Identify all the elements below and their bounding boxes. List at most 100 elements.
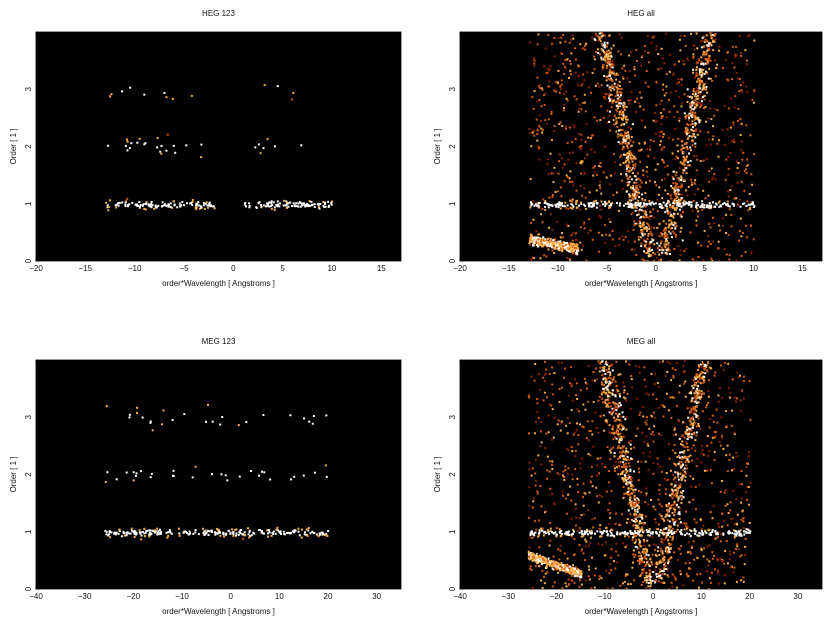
heatmap-cell <box>621 67 624 70</box>
heatmap-cell <box>553 166 556 169</box>
heatmap-cell <box>624 492 627 495</box>
heatmap-cell <box>627 163 630 166</box>
heatmap-cell <box>693 376 696 379</box>
heatmap-cell <box>642 415 645 418</box>
heatmap-cell <box>647 235 650 237</box>
heatmap-cell <box>696 158 699 161</box>
heatmap-cell <box>615 428 618 431</box>
heatmap-cell <box>689 231 692 234</box>
heatmap-cell <box>602 171 605 174</box>
heatmap-cell <box>669 260 671 261</box>
heatmap-cell <box>676 157 679 160</box>
heatmap-cell <box>730 213 733 216</box>
heatmap-cell <box>723 361 726 364</box>
heatmap-cell <box>169 531 172 534</box>
heatmap-cell <box>627 474 630 476</box>
heatmap-cell <box>710 257 713 260</box>
heatmap-cell <box>591 420 594 423</box>
heatmap-cell <box>751 203 754 206</box>
heatmap-cell <box>637 501 640 504</box>
heatmap-cell <box>673 207 676 210</box>
heatmap-cell <box>189 532 192 535</box>
heatmap-cell <box>748 193 751 195</box>
heatmap-cell <box>632 520 635 522</box>
heatmap-cell <box>537 204 540 207</box>
heatmap-cell <box>243 531 246 534</box>
heatmap-cell <box>659 135 662 137</box>
heatmap-cell <box>603 369 606 372</box>
heatmap-cell <box>560 202 563 205</box>
heatmap-cell <box>194 465 197 468</box>
heatmap-cell <box>307 529 310 532</box>
heatmap-cell <box>317 204 320 207</box>
heatmap-cell <box>575 206 578 209</box>
heatmap-cell <box>646 34 649 37</box>
heatmap-cell <box>617 373 620 376</box>
heatmap-cell <box>662 206 665 209</box>
heatmap-cell <box>649 255 652 258</box>
heatmap-cell <box>680 435 683 438</box>
heatmap-cell <box>612 119 615 122</box>
heatmap-cell <box>276 205 279 208</box>
heatmap-cell <box>260 204 262 206</box>
heatmap-cell <box>653 226 656 229</box>
heatmap-cell <box>210 529 213 532</box>
heatmap-cell <box>662 160 665 162</box>
heatmap-cell <box>690 436 693 439</box>
heatmap-cell <box>674 158 677 161</box>
heatmap-cell <box>622 445 625 448</box>
heatmap-cell <box>583 227 586 230</box>
heatmap-cell <box>605 176 608 179</box>
heatmap-cell <box>687 185 690 188</box>
heatmap-cell <box>544 206 547 208</box>
heatmap-cell <box>668 136 671 139</box>
heatmap-cell <box>241 537 244 540</box>
heatmap-cell <box>160 530 163 533</box>
heatmap-cell <box>582 403 585 406</box>
heatmap-cell <box>627 458 630 461</box>
heatmap-cell <box>699 71 701 74</box>
heatmap-cell <box>544 119 547 122</box>
heatmap-cell <box>643 548 645 551</box>
heatmap-cell <box>693 384 696 387</box>
heatmap-cell <box>735 171 738 174</box>
heatmap-cell <box>745 171 748 174</box>
heatmap-cell <box>626 154 629 157</box>
heatmap-cell <box>727 362 730 365</box>
heatmap-cell <box>533 62 536 65</box>
heatmap-cell <box>627 177 630 180</box>
heatmap-cell <box>692 477 695 480</box>
heatmap-cell <box>647 563 650 566</box>
heatmap-cell <box>606 363 608 366</box>
heatmap-cell <box>648 577 651 580</box>
heatmap-cell <box>592 174 595 177</box>
heatmap-cell <box>614 567 617 570</box>
heatmap-cell <box>735 580 738 583</box>
heatmap-cell <box>579 241 582 244</box>
heatmap-cell <box>641 197 644 200</box>
heatmap-cell <box>134 531 137 534</box>
heatmap-cell <box>536 204 539 207</box>
heatmap-cell <box>619 419 622 422</box>
heatmap-cell <box>604 373 607 375</box>
heatmap-cell <box>722 217 725 220</box>
heatmap-cell <box>686 101 689 103</box>
heatmap-cell <box>247 533 250 536</box>
heatmap-cell <box>699 573 702 575</box>
heatmap-cell <box>565 174 568 177</box>
heatmap-cell <box>596 35 599 38</box>
heatmap-cell <box>555 205 558 208</box>
heatmap-cell <box>562 34 565 36</box>
heatmap-cell <box>627 157 630 160</box>
heatmap-cell <box>621 428 624 431</box>
heatmap-cell <box>609 512 612 514</box>
heatmap-cell <box>537 519 540 522</box>
heatmap-cell <box>698 59 700 62</box>
heatmap-cell <box>693 419 696 422</box>
heatmap-cell <box>671 206 674 209</box>
heatmap-cell <box>115 203 118 206</box>
heatmap-cell <box>220 473 223 476</box>
heatmap-cell <box>679 49 682 52</box>
heatmap-cell <box>564 469 567 472</box>
heatmap-cell <box>588 191 591 194</box>
